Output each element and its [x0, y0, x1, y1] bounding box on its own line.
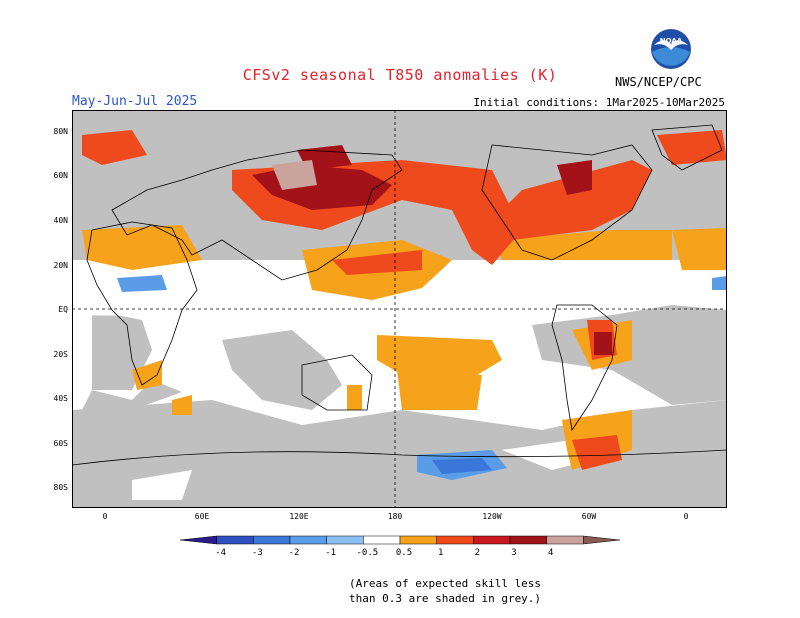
longitude-axis: 0 60E 120E 180 120W 60W 0: [103, 512, 689, 521]
cold-anomalies-blue: [117, 275, 727, 480]
caption-line: (Areas of expected skill less: [349, 577, 542, 590]
colorbar-swatch: [399, 535, 437, 545]
color-legend: -4 -3 -2 -1 -0.5 0.5 1 2 3 4: [179, 535, 621, 558]
colorbar-tick-label: 3: [511, 548, 516, 558]
colorbar-tick-label: -2: [289, 548, 300, 558]
colorbar-swatch: [436, 535, 474, 545]
colorbar-tick-label: 0.5: [396, 548, 412, 558]
skill-caption: (Areas of expected skill less than 0.3 a…: [349, 576, 541, 606]
colorbar-swatch: [583, 535, 621, 545]
lat-label: 40N: [54, 216, 69, 225]
colorbar-swatch: [179, 535, 217, 545]
anomaly-map: [72, 110, 727, 508]
colorbar-swatch: [326, 535, 364, 545]
colorbar-swatch: [289, 535, 327, 545]
colorbar-tick-label: 1: [438, 548, 443, 558]
lat-label: EQ: [58, 305, 68, 314]
forecast-period: May-Jun-Jul 2025: [72, 94, 198, 109]
noaa-logo-icon: NOAA: [651, 29, 691, 69]
lat-label: 40S: [54, 394, 69, 403]
colorbar-tick-label: 4: [548, 548, 553, 558]
latitude-axis: 80N 60N 40N 20N EQ 20S 40S 60S 80S: [54, 127, 69, 492]
colorbar-swatch: [216, 535, 254, 545]
initial-conditions: Initial conditions: 1Mar2025-10Mar2025: [473, 96, 725, 109]
lat-label: 60S: [54, 439, 69, 448]
colorbar-tick-label: -3: [252, 548, 263, 558]
lon-label: 180: [388, 512, 403, 521]
lat-label: 80N: [54, 127, 69, 136]
lon-label: 60E: [195, 512, 210, 521]
colorbar-tick-label: -4: [215, 548, 226, 558]
lat-label: 60N: [54, 171, 69, 180]
colorbar-swatch: [546, 535, 584, 545]
lon-label: 0: [684, 512, 689, 521]
lon-label: 120W: [482, 512, 501, 521]
lat-label: 80S: [54, 483, 69, 492]
map-title: CFSv2 seasonal T850 anomalies (K): [242, 66, 558, 84]
lat-label: 20N: [54, 261, 69, 270]
colorbar-swatch: [509, 535, 547, 545]
lon-label: 0: [103, 512, 108, 521]
colorbar-tick-label: 2: [475, 548, 480, 558]
warm-anomalies-rose: [272, 160, 317, 190]
lon-label: 120E: [289, 512, 308, 521]
reference-lines: [72, 110, 727, 508]
lon-label: 60W: [582, 512, 597, 521]
colorbar-swatch: [253, 535, 291, 545]
colorbar-swatch: [363, 535, 401, 545]
colorbar-swatch: [473, 535, 511, 545]
agency-label: NWS/NCEP/CPC: [615, 75, 702, 89]
logo-text: NOAA: [660, 37, 683, 45]
colorbar-tick-label: -1: [325, 548, 336, 558]
lat-label: 20S: [54, 350, 69, 359]
continent-outlines: [72, 124, 727, 466]
warm-anomalies-darkred: [252, 145, 612, 355]
caption-line: than 0.3 are shaded in grey.): [349, 592, 542, 605]
colorbar-tick-label: -0.5: [356, 548, 378, 558]
